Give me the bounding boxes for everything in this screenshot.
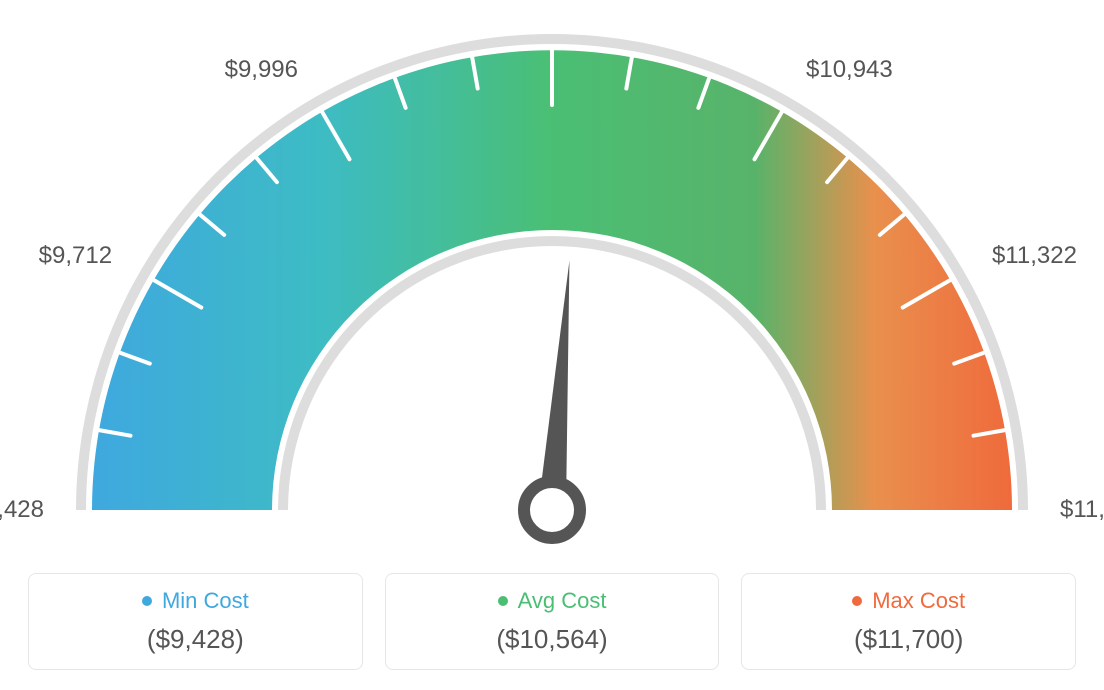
max-cost-value: ($11,700) [750,624,1067,655]
summary-row: Min Cost ($9,428) Avg Cost ($10,564) Max… [28,573,1076,670]
gauge-tick-label: $11,322 [992,242,1077,270]
max-cost-title-row: Max Cost [852,588,965,614]
avg-cost-dot [498,596,508,606]
gauge-svg [0,0,1104,560]
min-cost-title: Min Cost [162,588,249,614]
max-cost-card: Max Cost ($11,700) [741,573,1076,670]
gauge-tick-label: $10,564 [509,0,596,2]
avg-cost-value: ($10,564) [394,624,711,655]
gauge-tick-label: $10,943 [806,56,893,84]
min-cost-title-row: Min Cost [142,588,249,614]
gauge-tick-label: $11,700 [1060,496,1104,524]
max-cost-title: Max Cost [872,588,965,614]
gauge-tick-label: $9,712 [39,242,112,270]
min-cost-value: ($9,428) [37,624,354,655]
avg-cost-card: Avg Cost ($10,564) [385,573,720,670]
avg-cost-title: Avg Cost [518,588,607,614]
min-cost-card: Min Cost ($9,428) [28,573,363,670]
avg-cost-title-row: Avg Cost [498,588,607,614]
gauge-tick-label: $9,996 [225,56,298,84]
gauge-chart-container: $9,428 $9,712 $9,996 $10,564 $10,943 $11,322 $… [0,0,1104,690]
gauge-tick-label: $9,428 [0,496,44,524]
min-cost-dot [142,596,152,606]
max-cost-dot [852,596,862,606]
gauge-area: $9,428 $9,712 $9,996 $10,564 $10,943 $11,322 $… [0,0,1104,560]
